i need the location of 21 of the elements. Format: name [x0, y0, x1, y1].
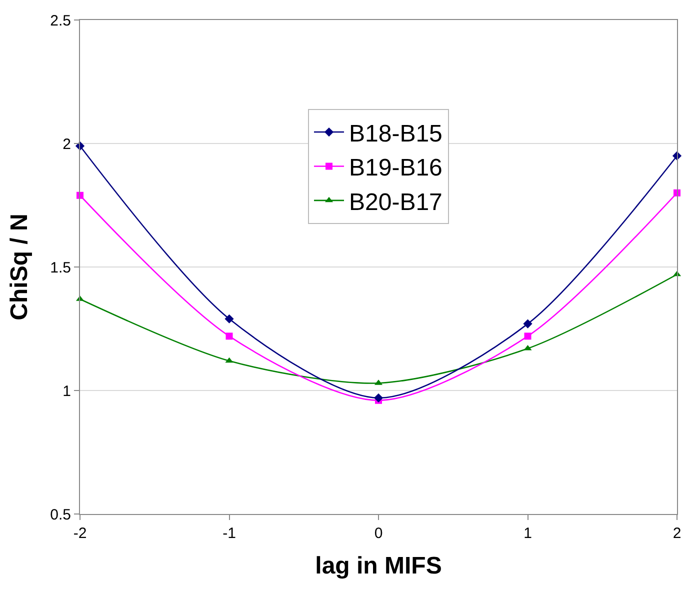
y-tick-label: 1: [62, 382, 71, 400]
x-tick-label: 2: [672, 525, 682, 542]
legend-label: B18-B15: [349, 120, 442, 148]
y-tick-label: 0.5: [50, 506, 71, 524]
y-tick-label: 1.5: [50, 259, 71, 276]
x-tick-label: 1: [524, 525, 532, 542]
point: [374, 393, 384, 402]
legend-label: B19-B16: [349, 154, 442, 182]
point: [524, 332, 532, 340]
x-tick-label: 0: [374, 525, 383, 542]
point: [225, 357, 234, 363]
point: [226, 332, 233, 340]
legend-label: B20-B17: [349, 188, 442, 216]
y-axis-title: ChiSq / N: [6, 214, 34, 320]
point: [224, 314, 234, 324]
x-tick-label: -2: [73, 525, 87, 542]
y-tick-label: 2.5: [50, 12, 71, 30]
x-tick-label: -1: [222, 525, 236, 542]
y-tick-label: 2: [62, 136, 71, 153]
x-axis-title: lag in MIFS: [315, 552, 442, 580]
point: [523, 319, 532, 328]
